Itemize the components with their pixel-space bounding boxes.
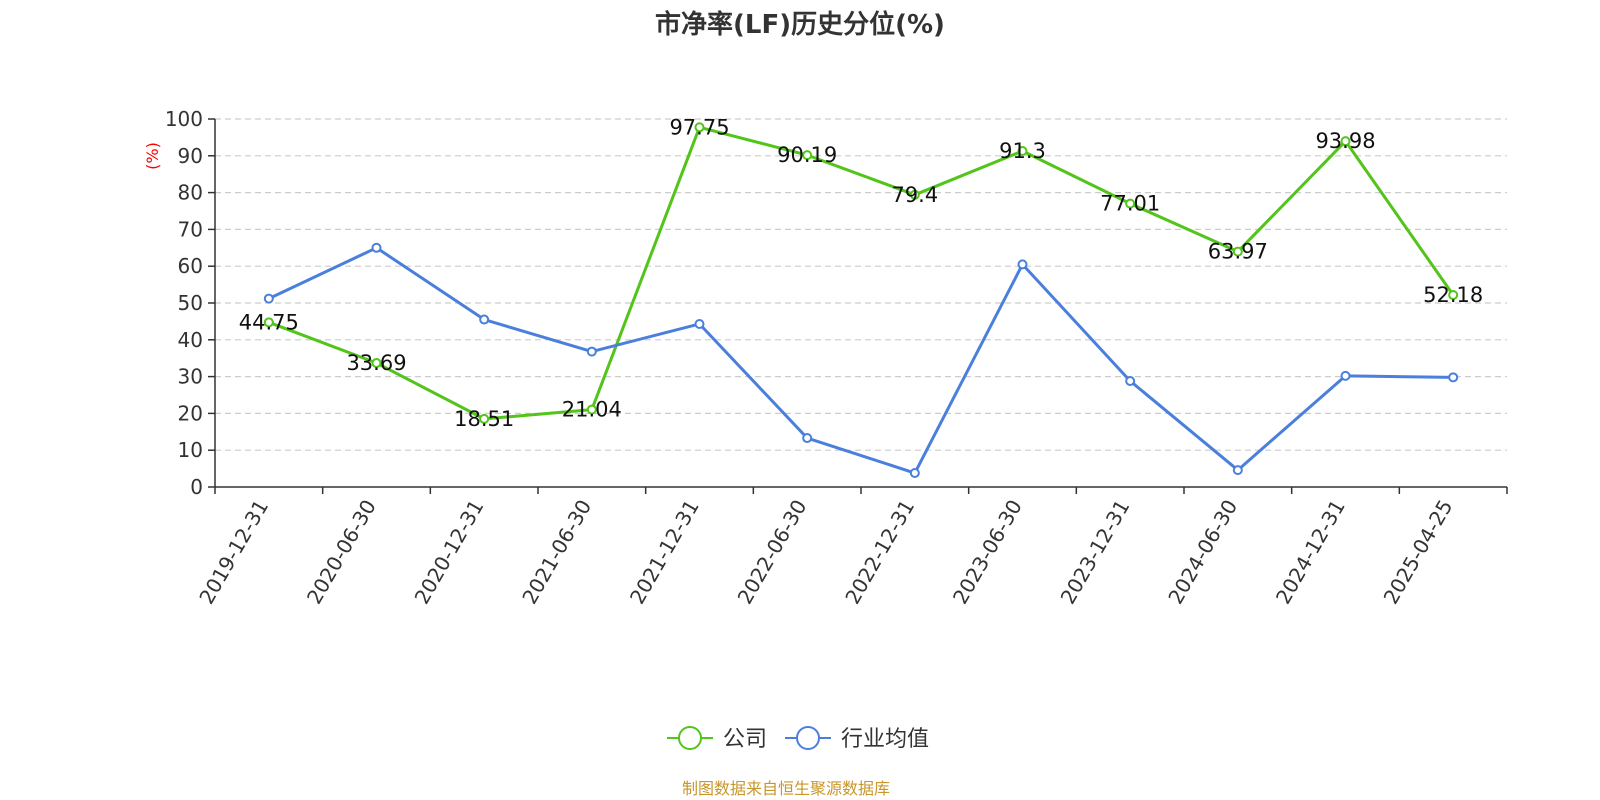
y-tick-label: 20 [178, 401, 203, 425]
legend-item-1[interactable]: 行业均值 [785, 726, 929, 752]
data-point [263, 317, 274, 328]
data-label: 52.18 [1423, 283, 1483, 307]
y-tick-label: 70 [178, 217, 203, 241]
data-point [1448, 372, 1459, 383]
x-tick-label: 2019-12-31 [194, 496, 273, 609]
data-point [802, 433, 813, 444]
data-label: 33.69 [346, 351, 406, 375]
data-label: 90.19 [777, 143, 837, 167]
x-tick-label: 2023-12-31 [1056, 496, 1135, 609]
x-tick-label: 2023-06-30 [948, 496, 1027, 609]
x-tick-label: 2021-12-31 [625, 496, 704, 609]
data-point [694, 318, 705, 329]
legend-item-0[interactable]: 公司 [667, 726, 767, 752]
y-tick-label: 10 [178, 438, 203, 462]
x-tick-label: 2022-06-30 [733, 496, 812, 609]
y-tick-label: 0 [190, 475, 203, 499]
series-line [268, 125, 1455, 421]
x-tick-label: 2024-06-30 [1163, 496, 1242, 609]
legend-label: 公司 [723, 727, 767, 752]
legend-marker [678, 726, 702, 750]
data-point [263, 293, 274, 304]
data-point [1232, 465, 1243, 476]
data-point [371, 358, 382, 369]
x-tick-label: 2024-12-31 [1271, 496, 1350, 609]
y-tick-label: 60 [178, 254, 203, 278]
series-1 [263, 242, 1459, 479]
data-label: 77.01 [1100, 192, 1160, 216]
data-label: 44.75 [239, 310, 299, 334]
data-point [1448, 289, 1459, 300]
data-point [1340, 136, 1351, 147]
x-tick-label: 2020-06-30 [302, 496, 381, 609]
data-point [909, 468, 920, 479]
y-tick-label: 100 [165, 107, 203, 131]
grid [215, 118, 1507, 451]
legend-label: 行业均值 [841, 727, 929, 752]
data-label: 21.04 [562, 398, 622, 422]
data-point [909, 189, 920, 200]
data-label: 91.3 [999, 139, 1046, 163]
data-point [1232, 246, 1243, 257]
y-tick-label: 40 [178, 328, 203, 352]
data-point [694, 122, 705, 133]
data-point [1125, 376, 1136, 387]
y-tick-label: 80 [178, 181, 203, 205]
data-label: 79.4 [891, 183, 938, 207]
source-note: 制图数据来自恒生聚源数据库 [682, 779, 890, 798]
legend-marker [796, 726, 820, 750]
y-tick-label: 30 [178, 365, 203, 389]
series-0: 44.75 33.69 18.51 21.04 97.75 90.19 79.4 91.3 77… [239, 115, 1483, 431]
data-point [802, 150, 813, 161]
x-tick-label: 2020-12-31 [410, 495, 489, 608]
y-tick-label: 90 [178, 144, 203, 168]
data-label: 18.51 [454, 407, 514, 431]
data-point [586, 346, 597, 357]
data-point [1340, 370, 1351, 381]
chart-title: 市净率(LF)历史分位(%) [655, 9, 945, 40]
x-tick-label: 2022-12-31 [840, 495, 919, 608]
data-point [371, 242, 382, 253]
data-point [479, 314, 490, 325]
data-label: 63.97 [1208, 240, 1268, 264]
data-point [479, 413, 490, 424]
data-point [1017, 146, 1028, 157]
legend[interactable]: 公司 行业均值 [667, 726, 929, 752]
data-label: 93.98 [1315, 129, 1375, 153]
series-line [268, 246, 1454, 475]
x-tick-label: 2021-06-30 [517, 496, 596, 609]
y-axis-unit: (%) [143, 142, 162, 170]
data-point [1017, 259, 1028, 270]
x-tick-label: 2025-04-25 [1379, 496, 1458, 609]
data-label: 97.75 [669, 115, 729, 139]
y-tick-label: 50 [178, 291, 203, 315]
data-point [1125, 198, 1136, 209]
series-layer: 44.75 33.69 18.51 21.04 97.75 90.19 79.4 91.3 77… [239, 115, 1483, 479]
data-point [586, 404, 597, 415]
